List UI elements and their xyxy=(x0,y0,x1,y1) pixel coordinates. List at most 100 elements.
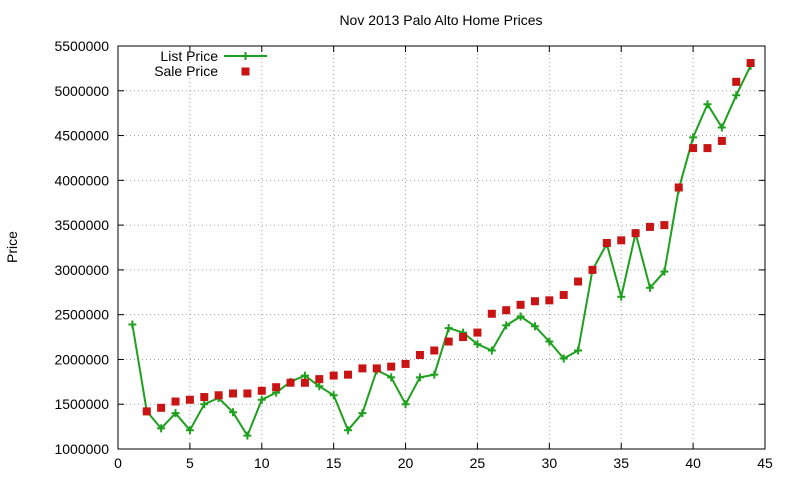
sale-price-point xyxy=(689,144,698,153)
sale-price-point xyxy=(746,59,755,68)
sale-price-point xyxy=(200,393,209,402)
x-tick-label: 10 xyxy=(254,455,270,471)
list-price-point xyxy=(473,340,482,349)
sale-price-point xyxy=(315,375,324,384)
list-price-point xyxy=(559,354,568,363)
sale-price-point xyxy=(415,350,424,359)
list-price-point xyxy=(185,426,194,435)
sale-price-point xyxy=(387,362,396,371)
chart-title: Nov 2013 Palo Alto Home Prices xyxy=(339,12,542,28)
plot-frame xyxy=(117,45,766,450)
list-price-point xyxy=(300,371,309,380)
sale-price-point xyxy=(516,300,525,309)
sale-price-point xyxy=(157,403,166,412)
list-price-point xyxy=(358,409,367,418)
sale-price-point xyxy=(142,407,151,416)
series-layer xyxy=(128,59,755,440)
sale-price-point xyxy=(645,222,654,231)
list-price-point xyxy=(530,322,539,331)
legend-label-sale-price: Sale Price xyxy=(154,63,218,79)
sale-price-point xyxy=(171,397,180,406)
sale-price-point xyxy=(674,183,683,192)
list-price-point xyxy=(401,400,410,409)
sale-price-point xyxy=(229,389,238,398)
y-tick-label: 4000000 xyxy=(54,172,109,188)
list-price-point xyxy=(545,337,554,346)
list-price-point xyxy=(660,267,669,276)
y-tick-label: 3000000 xyxy=(54,262,109,278)
x-tick-label: 20 xyxy=(398,455,414,471)
sale-price-point xyxy=(660,221,669,230)
sale-price-point xyxy=(257,386,266,395)
sale-price-point xyxy=(214,391,223,400)
list-price-point xyxy=(717,123,726,132)
list-price-point xyxy=(257,395,266,404)
sale-price-point xyxy=(444,337,453,346)
legend-marker-list-price xyxy=(241,52,250,60)
legend: List Price Sale Price xyxy=(154,48,267,79)
sale-price-point xyxy=(559,290,568,299)
sale-price-point xyxy=(300,378,309,387)
sale-price-point xyxy=(530,297,539,306)
sale-price-point xyxy=(473,328,482,337)
list-price-line xyxy=(131,65,752,437)
sale-price-point xyxy=(401,359,410,368)
list-price-point xyxy=(645,283,654,292)
sale-price-point xyxy=(487,309,496,318)
sale-price-point xyxy=(430,346,439,355)
sale-price-point xyxy=(703,144,712,153)
sale-price-point xyxy=(286,378,295,387)
x-tick-label: 40 xyxy=(685,455,701,471)
x-tick-label: 15 xyxy=(326,455,342,471)
list-price-point xyxy=(329,391,338,400)
sale-price-point xyxy=(272,383,281,392)
list-price-point xyxy=(171,409,180,418)
sale-price-point xyxy=(631,229,640,238)
x-tick-label: 35 xyxy=(613,455,629,471)
x-tick-label: 30 xyxy=(542,455,558,471)
list-price-point xyxy=(387,373,396,382)
list-price-point xyxy=(516,312,525,321)
list-price-point xyxy=(689,133,698,142)
x-tick-label: 0 xyxy=(114,455,122,471)
list-price-point xyxy=(344,426,353,435)
y-tick-label: 3500000 xyxy=(54,217,109,233)
y-tick-label: 4500000 xyxy=(54,128,109,144)
list-price-point xyxy=(128,320,137,329)
x-tick-label: 25 xyxy=(470,455,486,471)
sale-price-point xyxy=(185,395,194,404)
y-tick-label: 2500000 xyxy=(54,307,109,323)
sale-price-point xyxy=(732,77,741,86)
sale-price-point xyxy=(329,371,338,380)
x-tick-label: 45 xyxy=(757,455,773,471)
list-price-point xyxy=(703,100,712,109)
list-price-point xyxy=(574,346,583,355)
list-price-point xyxy=(315,382,324,391)
y-tick-label: 5500000 xyxy=(54,38,109,54)
axis-ticks: 0 5 10 15 20 25 30 35 40 45 1000000 1500000 2000000 2… xyxy=(54,38,773,471)
y-tick-label: 5000000 xyxy=(54,83,109,99)
sale-price-point xyxy=(372,364,381,373)
list-price-point xyxy=(430,370,439,379)
y-tick-label: 1500000 xyxy=(54,396,109,412)
y-tick-label: 2000000 xyxy=(54,351,109,367)
list-price-point xyxy=(502,321,511,330)
x-tick-label: 5 xyxy=(186,455,194,471)
sale-price-point xyxy=(602,239,611,248)
legend-label-list-price: List Price xyxy=(160,48,218,64)
legend-marker-sale-price xyxy=(241,67,250,76)
list-price-point xyxy=(200,400,209,409)
list-price-point xyxy=(157,424,166,433)
sale-price-point xyxy=(358,364,367,373)
list-price-point xyxy=(415,373,424,382)
list-price-point xyxy=(444,324,453,333)
sale-price-point xyxy=(545,296,554,305)
list-price-point xyxy=(732,91,741,100)
list-price-point xyxy=(617,292,626,301)
sale-price-point xyxy=(344,370,353,379)
y-tick-label: 1000000 xyxy=(54,441,109,457)
y-axis-label: Price xyxy=(4,231,20,263)
sale-price-point xyxy=(617,236,626,245)
sale-price-point xyxy=(243,389,252,398)
sale-price-point xyxy=(459,333,468,342)
